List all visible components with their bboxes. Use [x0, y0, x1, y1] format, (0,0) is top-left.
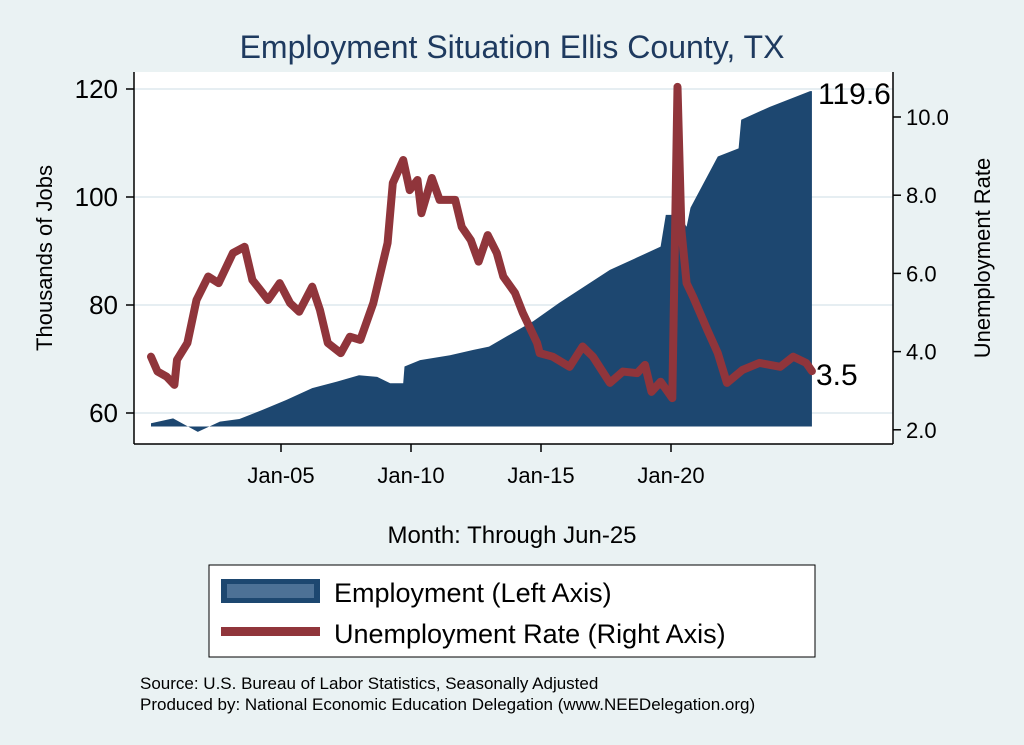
left-tick-label: 120 [75, 74, 118, 104]
axes [133, 72, 894, 445]
unemployment-end-label: 3.5 [816, 359, 858, 392]
employment-area [151, 91, 812, 432]
right-axis-title: Unemployment Rate [970, 158, 995, 359]
left-tick-label: 80 [89, 290, 118, 320]
left-tick-label: 100 [75, 182, 118, 212]
unemployment-line [147, 82, 816, 403]
x-tick-label: Jan-20 [637, 463, 704, 488]
employment-end-label: 119.6 [818, 78, 891, 111]
source-note: Source: U.S. Bureau of Labor Statistics,… [140, 674, 598, 693]
x-tick-label: Jan-15 [507, 463, 574, 488]
right-tick-label: 8.0 [906, 183, 937, 208]
legend-unemployment-swatch [221, 627, 320, 636]
right-tick-label: 4.0 [906, 340, 937, 365]
left-tick-label: 60 [89, 398, 118, 428]
x-axis-title: Month: Through Jun-25 [387, 522, 636, 549]
right-tick-label: 2.0 [906, 418, 937, 443]
x-tick-label: Jan-10 [377, 463, 444, 488]
legend-unemployment-label: Unemployment Rate (Right Axis) [334, 619, 726, 649]
right-tick-label: 10.0 [906, 105, 949, 130]
produced-by-note: Produced by: National Economic Education… [140, 695, 755, 714]
right-tick-label: 6.0 [906, 261, 937, 286]
left-axis-title: Thousands of Jobs [32, 165, 57, 351]
x-tick-label: Jan-05 [247, 463, 314, 488]
legend-employment-label: Employment (Left Axis) [334, 578, 612, 608]
legend-employment-swatch-inner [227, 584, 314, 598]
legend: Employment (Left Axis) Unemployment Rate… [208, 564, 816, 658]
chart-title: Employment Situation Ellis County, TX [240, 29, 785, 65]
